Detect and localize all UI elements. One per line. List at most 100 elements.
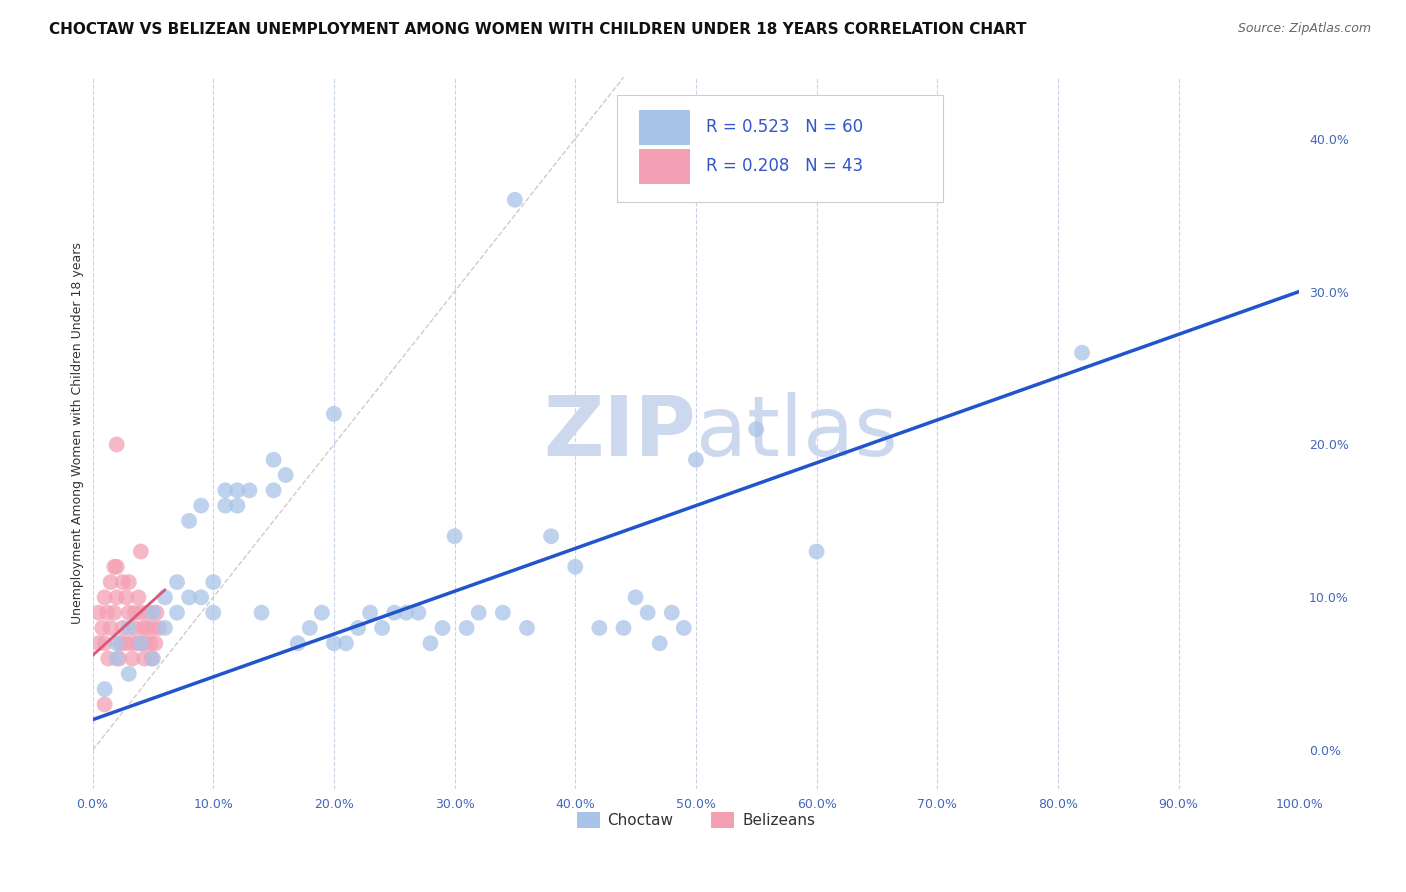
- Point: [311, 606, 333, 620]
- FancyBboxPatch shape: [617, 95, 943, 202]
- Point: [432, 621, 454, 635]
- Point: [177, 591, 200, 605]
- Point: [648, 636, 671, 650]
- Legend: Choctaw, Belizeans: Choctaw, Belizeans: [571, 806, 821, 834]
- Y-axis label: Unemployment Among Women with Children Under 18 years: Unemployment Among Women with Children U…: [72, 242, 84, 624]
- Point: [166, 575, 188, 590]
- Point: [142, 621, 165, 635]
- Point: [132, 621, 155, 635]
- Point: [145, 606, 167, 620]
- Point: [214, 499, 236, 513]
- Point: [540, 529, 562, 543]
- Point: [136, 606, 159, 620]
- Point: [114, 636, 136, 650]
- Point: [100, 621, 122, 635]
- Point: [111, 575, 134, 590]
- Point: [202, 606, 225, 620]
- Point: [118, 621, 141, 635]
- Point: [129, 606, 152, 620]
- Point: [87, 606, 110, 620]
- Point: [250, 606, 273, 620]
- Point: [108, 651, 131, 665]
- Point: [806, 544, 828, 558]
- Point: [124, 621, 146, 635]
- Point: [97, 651, 120, 665]
- Point: [87, 636, 110, 650]
- Point: [121, 651, 143, 665]
- Point: [503, 193, 526, 207]
- Point: [118, 666, 141, 681]
- Point: [103, 559, 125, 574]
- Point: [492, 606, 515, 620]
- Point: [322, 407, 344, 421]
- Point: [177, 514, 200, 528]
- Point: [226, 483, 249, 498]
- Point: [105, 636, 128, 650]
- Point: [110, 636, 132, 650]
- Point: [1071, 345, 1094, 359]
- Text: R = 0.523   N = 60: R = 0.523 N = 60: [706, 119, 863, 136]
- Point: [129, 636, 152, 650]
- Point: [142, 651, 165, 665]
- Text: R = 0.208   N = 43: R = 0.208 N = 43: [706, 157, 863, 176]
- Point: [190, 499, 212, 513]
- Point: [93, 591, 115, 605]
- Point: [103, 606, 125, 620]
- Point: [298, 621, 321, 635]
- Text: atlas: atlas: [696, 392, 897, 474]
- Point: [153, 621, 176, 635]
- Point: [456, 621, 478, 635]
- Point: [129, 544, 152, 558]
- Point: [395, 606, 418, 620]
- Point: [111, 621, 134, 635]
- Point: [419, 636, 441, 650]
- Point: [661, 606, 683, 620]
- Point: [135, 621, 157, 635]
- Point: [93, 698, 115, 712]
- Point: [118, 575, 141, 590]
- Point: [142, 606, 165, 620]
- Point: [322, 636, 344, 650]
- Point: [516, 621, 538, 635]
- Point: [238, 483, 260, 498]
- Point: [166, 606, 188, 620]
- Point: [190, 591, 212, 605]
- Point: [672, 621, 695, 635]
- Point: [371, 621, 394, 635]
- Text: Source: ZipAtlas.com: Source: ZipAtlas.com: [1237, 22, 1371, 36]
- Point: [745, 422, 768, 436]
- Point: [120, 636, 142, 650]
- Point: [93, 636, 115, 650]
- Point: [105, 651, 128, 665]
- Point: [127, 591, 149, 605]
- Point: [118, 606, 141, 620]
- Point: [93, 682, 115, 697]
- Point: [359, 606, 381, 620]
- FancyBboxPatch shape: [640, 149, 690, 184]
- Point: [685, 452, 707, 467]
- Point: [124, 606, 146, 620]
- Point: [287, 636, 309, 650]
- Point: [105, 591, 128, 605]
- Text: CHOCTAW VS BELIZEAN UNEMPLOYMENT AMONG WOMEN WITH CHILDREN UNDER 18 YEARS CORREL: CHOCTAW VS BELIZEAN UNEMPLOYMENT AMONG W…: [49, 22, 1026, 37]
- Point: [637, 606, 659, 620]
- Point: [96, 606, 118, 620]
- Point: [127, 636, 149, 650]
- Point: [139, 636, 162, 650]
- Point: [467, 606, 489, 620]
- Text: ZIP: ZIP: [543, 392, 696, 474]
- Point: [226, 499, 249, 513]
- Point: [263, 452, 285, 467]
- FancyBboxPatch shape: [640, 110, 690, 145]
- Point: [263, 483, 285, 498]
- Point: [105, 559, 128, 574]
- Point: [141, 651, 163, 665]
- Point: [134, 651, 156, 665]
- Point: [115, 591, 138, 605]
- Point: [612, 621, 634, 635]
- Point: [624, 591, 647, 605]
- Point: [443, 529, 465, 543]
- Point: [100, 575, 122, 590]
- Point: [91, 621, 114, 635]
- Point: [214, 483, 236, 498]
